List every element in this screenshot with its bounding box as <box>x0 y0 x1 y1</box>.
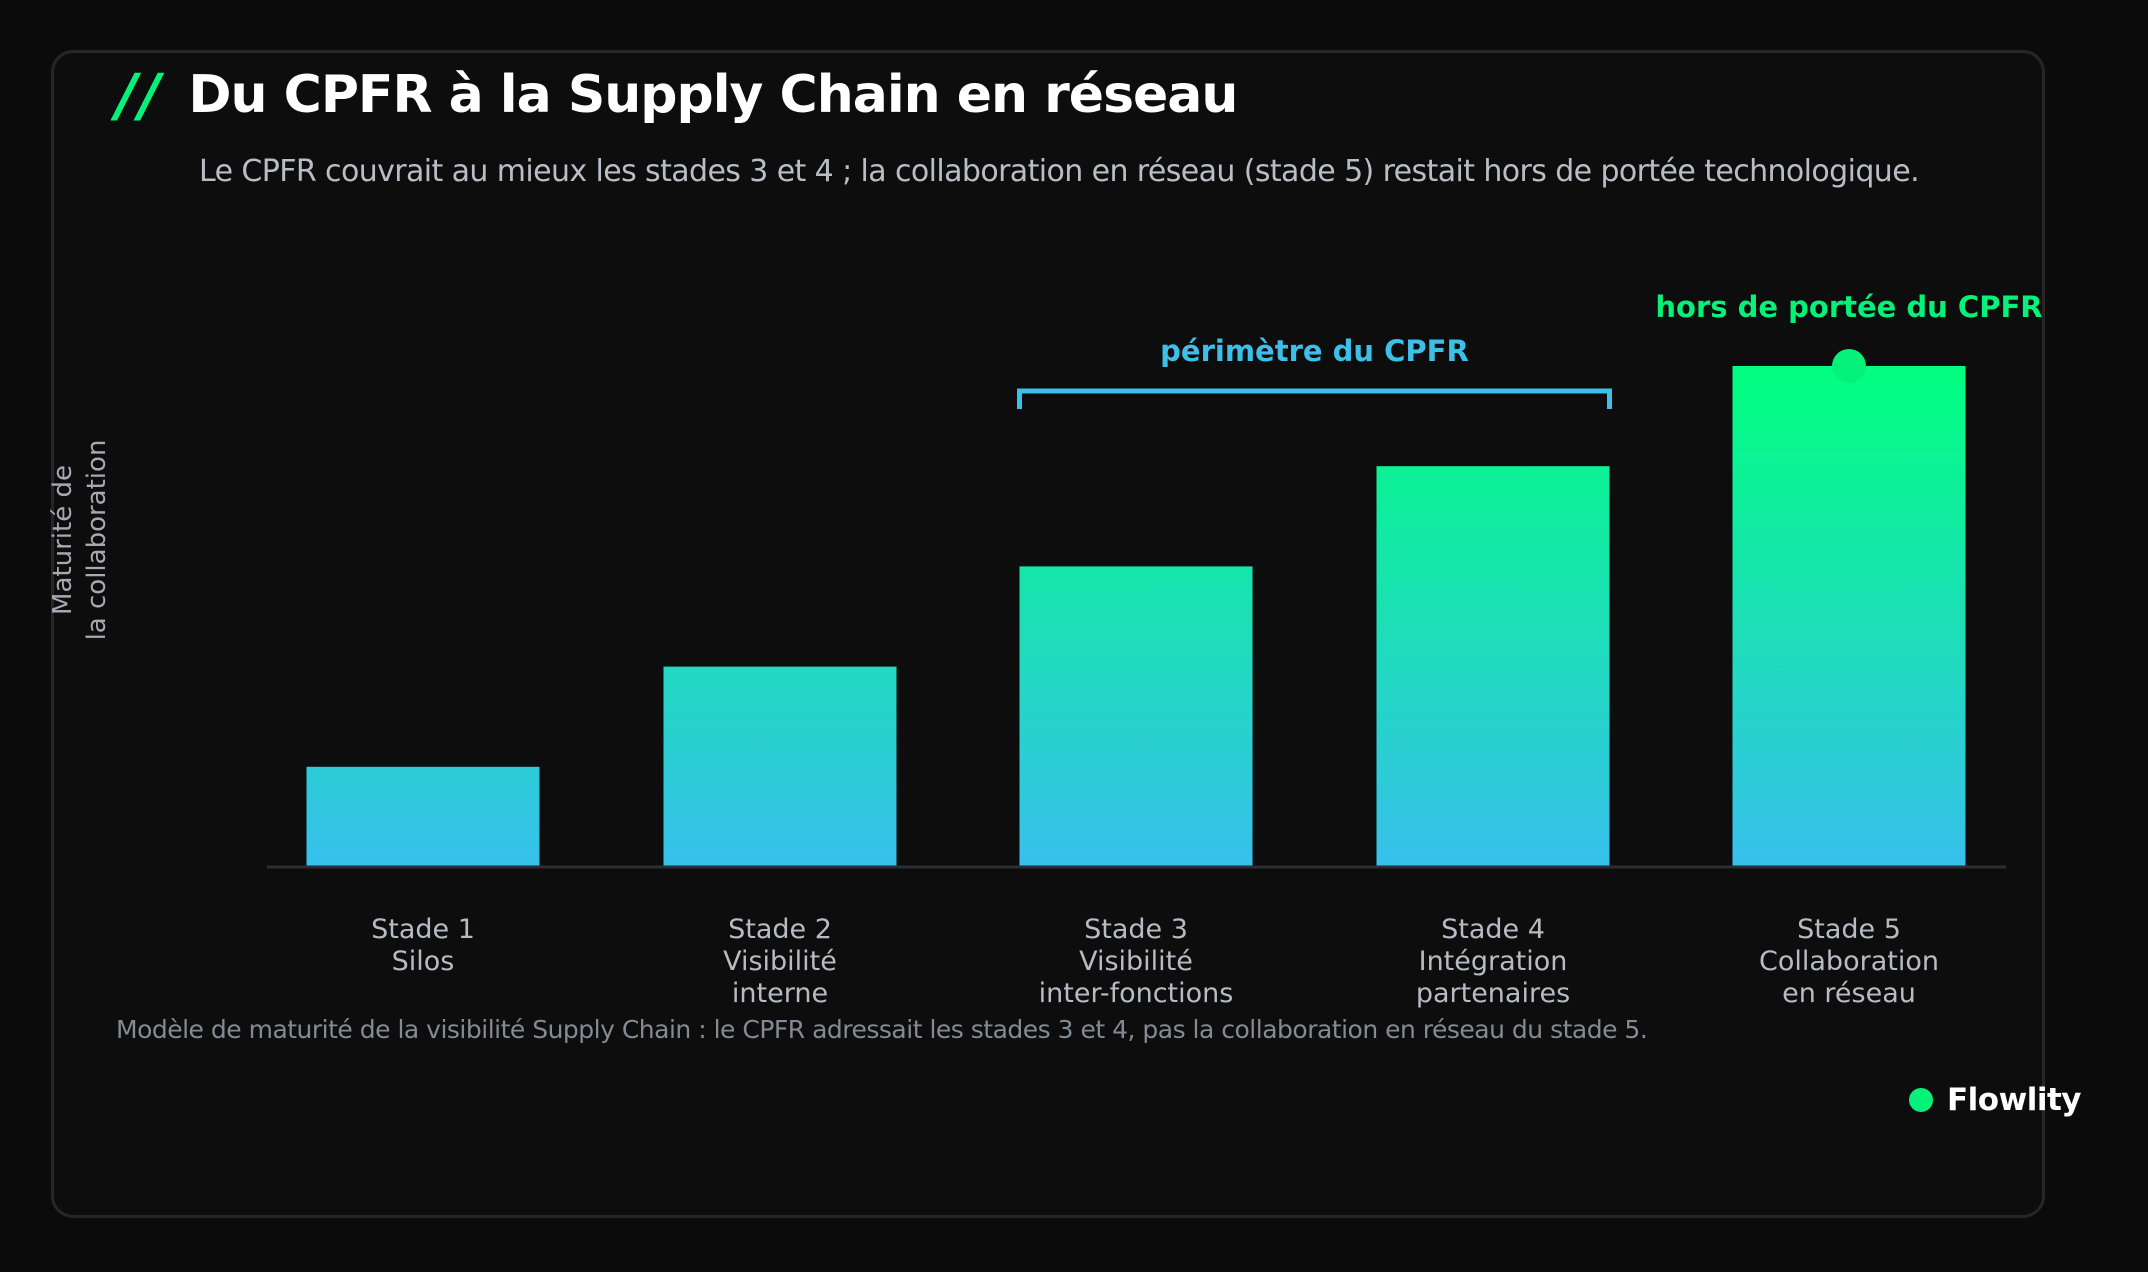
bar-stade-2 <box>663 666 897 867</box>
x-tick-label-stade-3: Stade 3 Visibilité inter-fonctions <box>1039 914 1234 1009</box>
page-subtitle: Le CPFR couvrait au mieux les stades 3 e… <box>199 154 1920 189</box>
bar-stade-5 <box>1732 366 1966 867</box>
x-tick-label-stade-1: Stade 1 Silos <box>371 914 475 977</box>
x-tick-label-stade-2: Stade 2 Visibilité interne <box>723 914 837 1009</box>
slash-mark-icon: // <box>116 61 163 129</box>
x-tick-label-stade-4: Stade 4 Intégration partenaires <box>1416 914 1570 1009</box>
cpfr-scope-bracket <box>1017 388 1612 409</box>
bar-stade-4 <box>1376 466 1610 867</box>
title-row: // Du CPFR à la Supply Chain en réseau <box>116 61 1238 129</box>
x-tick-label-stade-5: Stade 5 Collaboration en réseau <box>1759 914 1939 1009</box>
out-of-scope-label: hors de portée du CPFR <box>1655 290 2042 324</box>
brand-logo: Flowlity <box>1908 1082 2082 1118</box>
footnote: Modèle de maturité de la visibilité Supp… <box>116 1015 1648 1044</box>
page-title: Du CPFR à la Supply Chain en réseau <box>188 65 1238 125</box>
brand-name: Flowlity <box>1946 1082 2082 1118</box>
bar-stade-1 <box>306 766 540 867</box>
out-of-scope-marker <box>1832 349 1866 383</box>
brand-dot-icon <box>1908 1088 1933 1112</box>
bar-stade-3 <box>1019 566 1253 867</box>
cpfr-scope-label: périmètre du CPFR <box>1160 334 1469 368</box>
